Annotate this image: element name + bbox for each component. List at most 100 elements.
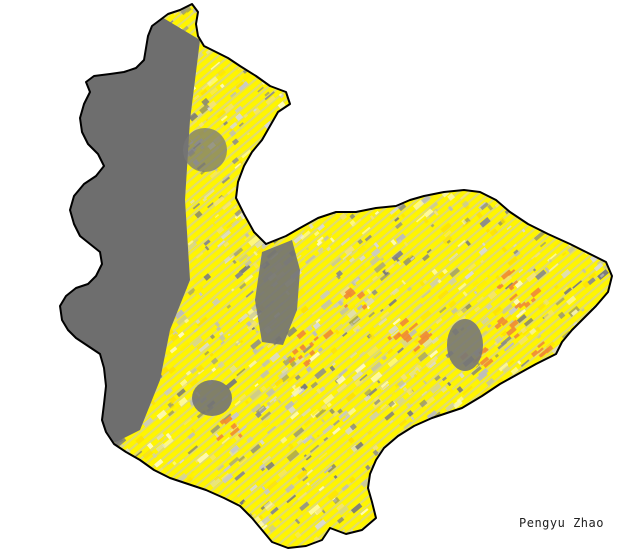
texture-speckle [540,115,550,125]
texture-speckle [288,111,299,120]
texture-speckle [141,523,150,531]
texture-speckle [122,463,131,472]
texture-speckle [181,501,190,510]
texture-speckle [64,358,75,368]
texture-speckle [181,542,187,548]
texture-speckle [144,530,151,536]
texture-speckle [577,537,585,545]
texture-speckle [239,282,247,290]
texture-speckle [615,474,622,484]
texture-speckle [538,477,550,488]
texture-speckle [121,17,127,23]
texture-speckle [613,474,619,480]
texture-speckle [130,463,137,469]
texture-speckle [179,459,185,464]
texture-speckle [562,464,569,471]
texture-speckle [559,469,570,479]
texture-speckle [353,180,364,190]
texture-speckle [63,469,71,477]
texture-speckle [441,376,447,382]
texture-speckle [524,488,532,495]
texture-speckle [402,91,409,98]
texture-speckle [607,106,612,112]
texture-speckle [363,297,370,303]
texture-speckle [173,524,181,531]
texture-speckle [427,35,435,43]
texture-speckle [583,209,595,220]
texture-speckle [313,200,319,206]
texture-speckle [198,121,205,128]
texture-speckle [266,47,276,56]
texture-speckle [231,138,239,146]
texture-speckle [545,429,554,437]
texture-speckle [68,39,78,48]
texture-speckle [520,326,528,334]
texture-speckle [84,469,92,477]
texture-speckle [362,78,373,88]
texture-speckle [574,126,585,136]
texture-speckle [426,151,435,160]
texture-speckle [551,221,557,227]
orange-hotspot [313,336,319,342]
texture-speckle [232,44,238,50]
texture-speckle [523,113,529,119]
texture-speckle [543,378,552,387]
texture-speckle [316,434,320,438]
texture-speckle [508,395,517,405]
texture-speckle [334,323,343,331]
texture-speckle [485,222,492,229]
texture-speckle [327,430,335,438]
texture-speckle [616,255,622,261]
texture-speckle [133,29,146,42]
texture-speckle [446,494,458,506]
texture-speckle [485,32,496,43]
texture-speckle [203,273,212,281]
texture-speckle [259,142,271,153]
texture-speckle [384,505,396,517]
texture-speckle [578,483,583,489]
texture-speckle [319,289,331,300]
texture-speckle [68,504,81,515]
texture-speckle [351,78,357,84]
texture-speckle [373,351,383,360]
texture-speckle [283,135,294,146]
texture-speckle [205,525,216,535]
texture-speckle [606,396,612,402]
texture-speckle [300,305,309,314]
texture-speckle [207,202,214,209]
texture-speckle [562,438,572,449]
texture-speckle [352,169,363,178]
texture-speckle [394,74,405,84]
orange-hotspot [479,356,490,366]
texture-speckle [369,411,380,421]
texture-speckle [72,432,82,442]
texture-speckle [310,478,321,487]
texture-speckle [185,536,195,545]
texture-speckle [388,298,398,307]
texture-speckle [339,20,349,30]
texture-speckle [436,66,440,70]
texture-speckle [423,208,434,218]
texture-speckle [214,346,223,355]
texture-speckle [546,389,552,395]
texture-speckle [546,446,557,456]
texture-speckle [606,205,612,216]
texture-speckle [189,199,195,205]
texture-speckle [305,455,312,461]
texture-speckle [514,250,521,257]
texture-speckle [220,340,225,345]
texture-speckle [130,474,142,485]
orange-hotspot [509,319,519,329]
texture-speckle [235,512,242,519]
texture-speckle [582,460,589,467]
texture-speckle [193,513,205,524]
texture-speckle [487,462,496,471]
texture-speckle [240,339,244,343]
texture-speckle [594,106,601,113]
texture-speckle [552,390,559,397]
texture-speckle [183,417,193,426]
texture-speckle [613,297,622,306]
texture-speckle [300,181,307,188]
texture-speckle [200,88,208,96]
texture-speckle [294,531,302,539]
